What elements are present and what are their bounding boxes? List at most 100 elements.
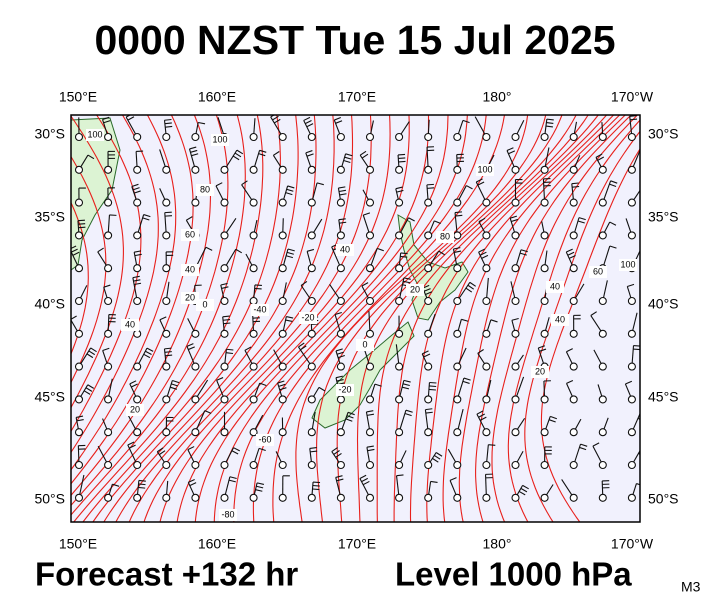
barb-flag <box>186 216 193 221</box>
barb-flag <box>438 250 446 256</box>
barb-flag <box>233 447 241 452</box>
barb-flag <box>630 118 638 121</box>
contour-label-box <box>219 509 237 521</box>
contour-label: 20 <box>185 292 195 302</box>
barb-station <box>74 132 84 142</box>
lon-label: 160°E <box>198 89 236 105</box>
barb-station <box>104 329 113 338</box>
barb-flag <box>402 386 410 390</box>
barb-station <box>627 362 636 371</box>
barb-flag <box>236 149 244 155</box>
barb-station <box>162 329 171 338</box>
barb-flag <box>131 383 138 388</box>
barb-flag <box>259 382 267 387</box>
barb-station <box>162 132 171 142</box>
barb-station <box>598 329 607 338</box>
barb-flag <box>479 416 487 421</box>
lon-label: 170°W <box>611 89 654 105</box>
barb-flag <box>338 189 347 193</box>
contour-label-box <box>476 164 494 176</box>
barb-flag <box>145 350 152 355</box>
barb-station <box>162 395 171 404</box>
barb-flag <box>361 153 369 159</box>
barb-flag <box>377 247 384 252</box>
contour-label: 100 <box>477 164 492 174</box>
contour-label: 40 <box>550 281 560 291</box>
barb-flag <box>519 252 527 256</box>
barb-station <box>278 329 287 338</box>
barb-station <box>162 296 171 306</box>
barb-station <box>104 165 113 174</box>
barb-flag <box>170 386 178 390</box>
barb-flag <box>335 348 343 352</box>
barb-flag <box>205 246 213 251</box>
barb-flag <box>87 384 95 389</box>
barb-flag <box>345 418 353 422</box>
barb-station <box>336 296 345 306</box>
barb-flag <box>520 487 528 493</box>
barb-station <box>569 132 578 142</box>
barb-flag <box>189 146 197 150</box>
barb-station <box>482 362 491 371</box>
barb-flag <box>408 217 415 222</box>
barb-flag <box>592 442 600 447</box>
barb-station <box>133 264 142 273</box>
barb-station <box>278 132 287 142</box>
barb-flag <box>347 411 355 416</box>
barb-station <box>307 362 316 371</box>
barb-flag <box>273 151 280 156</box>
barb-station <box>278 428 287 437</box>
barb-flag <box>454 250 462 253</box>
barb-flag <box>339 221 347 224</box>
barb-flag <box>188 346 195 351</box>
barb-flag <box>511 218 519 223</box>
barb-flag <box>361 282 369 287</box>
barb-flag <box>366 410 374 413</box>
barb-station <box>511 231 520 240</box>
contour-line <box>71 155 107 384</box>
barb-station <box>627 231 636 240</box>
contour-label-box <box>196 299 214 311</box>
contour-label: -60 <box>258 434 271 444</box>
contour-label: -20 <box>338 384 351 394</box>
barb-station <box>162 198 171 207</box>
barb-flag <box>223 322 231 325</box>
barb-station <box>598 460 607 470</box>
barb-flag <box>539 348 547 352</box>
barb-flag <box>306 153 314 157</box>
barb-station <box>162 428 171 437</box>
barb-flag <box>187 446 195 451</box>
barb-flag <box>479 251 487 256</box>
contour-label: -40 <box>253 304 266 314</box>
contour-line <box>295 115 529 522</box>
barb-flag <box>434 220 441 225</box>
barb-station <box>482 329 491 338</box>
barb-flag <box>510 215 518 219</box>
barb-flag <box>548 419 556 423</box>
barb-station <box>336 329 345 338</box>
barb-flag <box>402 383 410 387</box>
barb-station <box>74 296 84 306</box>
barb-station <box>424 428 433 437</box>
contour-line <box>103 115 317 522</box>
barb-station <box>191 165 200 174</box>
barb-flag <box>337 355 345 359</box>
barb-flag <box>572 185 580 188</box>
contour-line <box>71 115 177 471</box>
lon-label: 170°W <box>611 536 654 552</box>
barb-flag <box>204 410 212 414</box>
barb-flag <box>232 155 240 161</box>
barb-station <box>74 362 84 371</box>
barb-flag <box>138 483 146 486</box>
barb-flag <box>641 412 647 415</box>
contour-line <box>233 115 468 522</box>
barb-flag <box>309 447 317 449</box>
barb-station <box>395 428 404 437</box>
barb-flag <box>165 354 173 357</box>
barb-station <box>365 460 375 470</box>
barb-station <box>511 395 520 404</box>
barb-flag <box>303 116 311 121</box>
barb-station <box>74 329 84 338</box>
barb-flag <box>335 452 342 458</box>
contour-label-box <box>86 129 104 141</box>
